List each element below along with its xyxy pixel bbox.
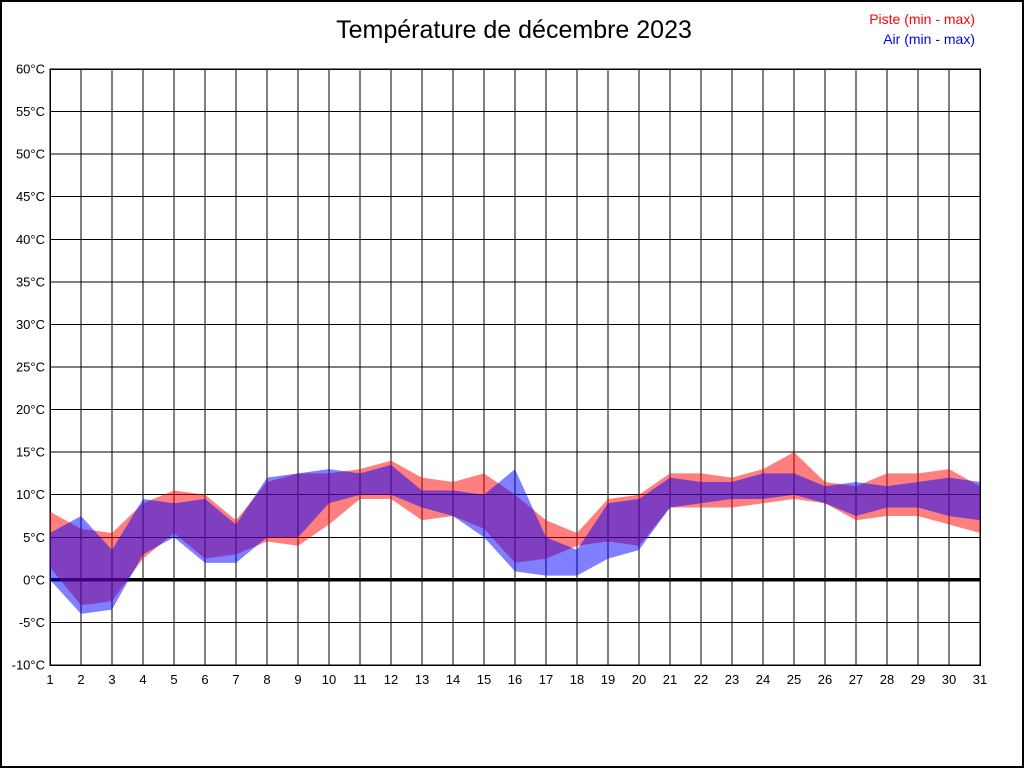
x-tick-label: 24 [756, 672, 770, 687]
x-tick-label: 6 [201, 672, 208, 687]
x-tick-label: 5 [170, 672, 177, 687]
y-tick-label: 20°C [16, 402, 45, 417]
legend-item-air: Air (min - max) [883, 31, 975, 47]
x-tick-label: 27 [849, 672, 863, 687]
x-tick-label: 17 [539, 672, 553, 687]
y-tick-label: 15°C [16, 445, 45, 460]
x-tick-label: 22 [694, 672, 708, 687]
x-tick-label: 7 [232, 672, 239, 687]
x-tick-label: 31 [973, 672, 987, 687]
y-tick-label: 0°C [23, 572, 45, 587]
x-tick-label: 15 [477, 672, 491, 687]
y-tick-label: 10°C [16, 487, 45, 502]
y-tick-label: -5°C [19, 615, 45, 630]
x-tick-label: 30 [942, 672, 956, 687]
y-tick-label: 50°C [16, 147, 45, 162]
x-tick-label: 2 [77, 672, 84, 687]
x-tick-label: 29 [911, 672, 925, 687]
x-tick-label: 19 [601, 672, 615, 687]
y-tick-label: 30°C [16, 317, 45, 332]
y-tick-label: 55°C [16, 104, 45, 119]
x-tick-label: 14 [446, 672, 460, 687]
y-tick-label: 60°C [16, 62, 45, 77]
x-tick-label: 23 [725, 672, 739, 687]
y-tick-label: 40°C [16, 232, 45, 247]
x-tick-label: 18 [570, 672, 584, 687]
y-tick-label: 5°C [23, 530, 45, 545]
x-tick-label: 13 [415, 672, 429, 687]
y-tick-label: 35°C [16, 274, 45, 289]
chart-title: Température de décembre 2023 [336, 16, 692, 44]
x-tick-label: 26 [818, 672, 832, 687]
y-tick-label: 25°C [16, 360, 45, 375]
x-tick-label: 25 [787, 672, 801, 687]
x-tick-label: 20 [632, 672, 646, 687]
chart-legend: Piste (min - max) Air (min - max) [869, 9, 975, 49]
air-band [50, 464, 980, 614]
x-tick-label: 11 [353, 672, 367, 687]
x-tick-label: 16 [508, 672, 522, 687]
x-tick-label: 4 [139, 672, 146, 687]
x-tick-label: 21 [663, 672, 677, 687]
plot-frame [49, 68, 981, 666]
x-tick-label: 8 [263, 672, 270, 687]
x-tick-label: 3 [108, 672, 115, 687]
legend-item-piste: Piste (min - max) [869, 11, 975, 27]
x-tick-label: 28 [880, 672, 894, 687]
x-tick-label: 9 [294, 672, 301, 687]
x-tick-label: 10 [322, 672, 336, 687]
y-tick-label: 45°C [16, 189, 45, 204]
x-tick-label: 12 [384, 672, 398, 687]
y-tick-label: -10°C [12, 658, 45, 673]
x-tick-label: 1 [46, 672, 53, 687]
